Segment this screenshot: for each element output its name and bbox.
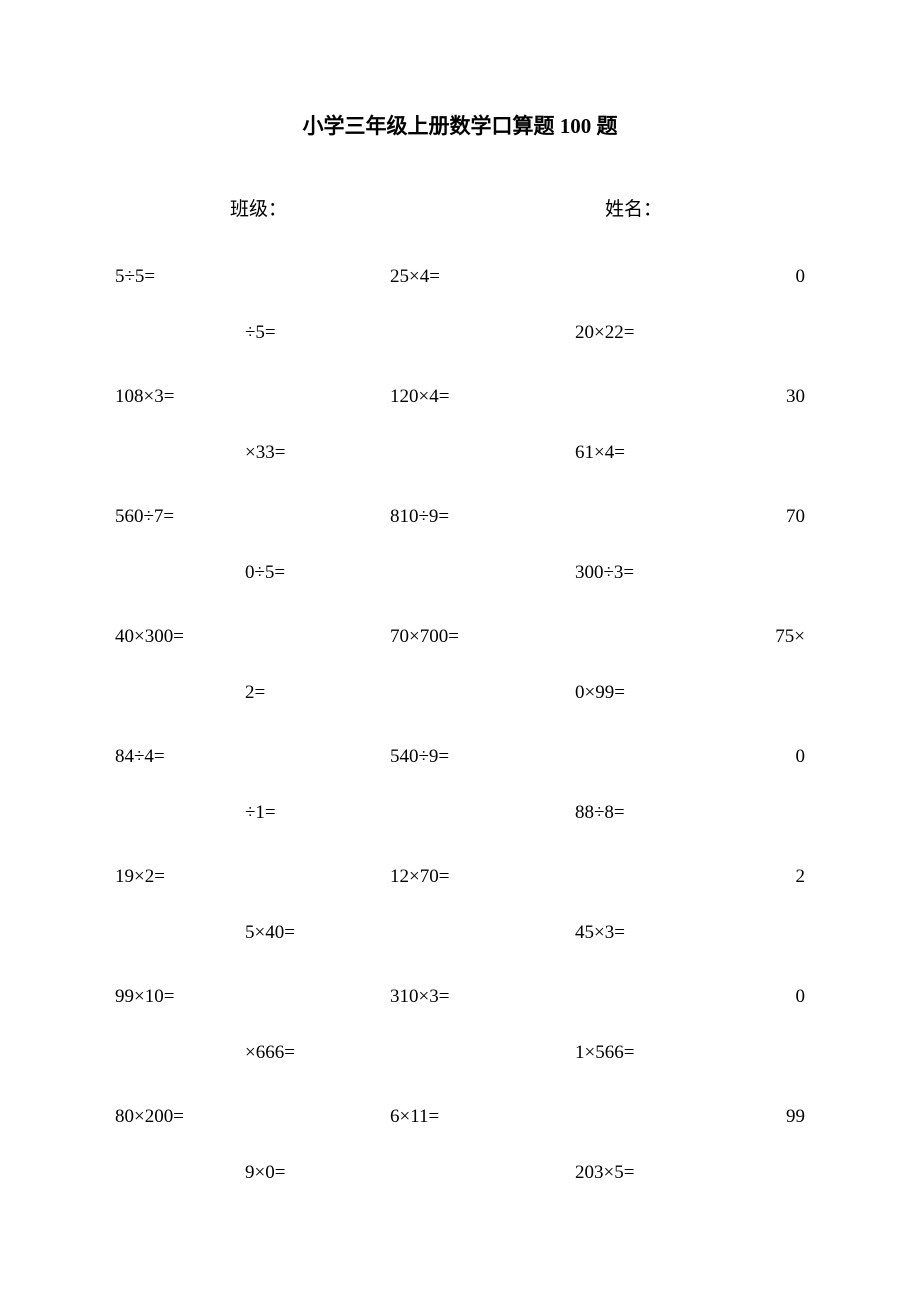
problem-cell: 6×11=	[390, 1106, 439, 1128]
problem-cell: 61×4=	[575, 442, 625, 464]
problem-row: 84÷4= 540÷9= 0	[115, 746, 805, 802]
problem-cell: 0	[796, 746, 806, 768]
problem-row: ÷1= 88÷8=	[115, 802, 805, 866]
problem-row: 5×40= 45×3=	[115, 922, 805, 986]
problem-cell: 9×0=	[245, 1162, 285, 1184]
problem-row: 5÷5= 25×4= 0	[115, 266, 805, 322]
problem-cell: 560÷7=	[115, 506, 174, 528]
problem-cell: ×666=	[245, 1042, 295, 1064]
problem-cell: 75×	[775, 626, 805, 648]
problem-row: 40×300= 70×700= 75×	[115, 626, 805, 682]
problem-row: 560÷7= 810÷9= 70	[115, 506, 805, 562]
problem-cell: 0	[796, 266, 806, 288]
problem-cell: 25×4=	[390, 266, 440, 288]
problem-cell: 810÷9=	[390, 506, 449, 528]
problem-cell: 99×10=	[115, 986, 174, 1008]
problem-cell: 5×40=	[245, 922, 295, 944]
problem-cell: 70	[786, 506, 805, 528]
problem-cell: ÷1=	[245, 802, 276, 824]
worksheet-title: 小学三年级上册数学口算题 100 题	[115, 110, 805, 140]
problem-cell: 0×99=	[575, 682, 625, 704]
problem-cell: 0	[796, 986, 806, 1008]
problem-cell: 99	[786, 1106, 805, 1128]
problem-row: 108×3= 120×4= 30	[115, 386, 805, 442]
problem-row: ÷5= 20×22=	[115, 322, 805, 386]
problem-row: 2= 0×99=	[115, 682, 805, 746]
problem-cell: 0÷5=	[245, 562, 285, 584]
problem-row: 9×0= 203×5=	[115, 1162, 805, 1226]
problem-row: ×666= 1×566=	[115, 1042, 805, 1106]
problem-cell: 88÷8=	[575, 802, 625, 824]
problem-row: 0÷5= 300÷3=	[115, 562, 805, 626]
header-row: 班级： 姓名：	[115, 194, 805, 218]
problem-cell: 203×5=	[575, 1162, 634, 1184]
problem-row: 80×200= 6×11= 99	[115, 1106, 805, 1162]
problem-cell: 310×3=	[390, 986, 449, 1008]
problem-cell: 2=	[245, 682, 265, 704]
class-label: 班级：	[230, 194, 287, 221]
problem-cell: 70×700=	[390, 626, 459, 648]
problem-cell: 2	[796, 866, 806, 888]
problem-cell: 540÷9=	[390, 746, 449, 768]
name-label: 姓名：	[605, 194, 662, 221]
problem-cell: 108×3=	[115, 386, 174, 408]
problem-cell: 40×300=	[115, 626, 184, 648]
problem-row: ×33= 61×4=	[115, 442, 805, 506]
problem-cell: 84÷4=	[115, 746, 165, 768]
problem-cell: 45×3=	[575, 922, 625, 944]
problem-cell: 20×22=	[575, 322, 634, 344]
problem-cell: 80×200=	[115, 1106, 184, 1128]
problem-cell: 12×70=	[390, 866, 449, 888]
problem-cell: 1×566=	[575, 1042, 634, 1064]
problems-area: 5÷5= 25×4= 0 ÷5= 20×22= 108×3= 120×4= 30…	[115, 266, 805, 1226]
problem-cell: 30	[786, 386, 805, 408]
problem-cell: ×33=	[245, 442, 285, 464]
problem-cell: 5÷5=	[115, 266, 155, 288]
problem-row: 19×2= 12×70= 2	[115, 866, 805, 922]
problem-cell: 19×2=	[115, 866, 165, 888]
problem-cell: 300÷3=	[575, 562, 634, 584]
problem-cell: ÷5=	[245, 322, 276, 344]
problem-row: 99×10= 310×3= 0	[115, 986, 805, 1042]
problem-cell: 120×4=	[390, 386, 449, 408]
